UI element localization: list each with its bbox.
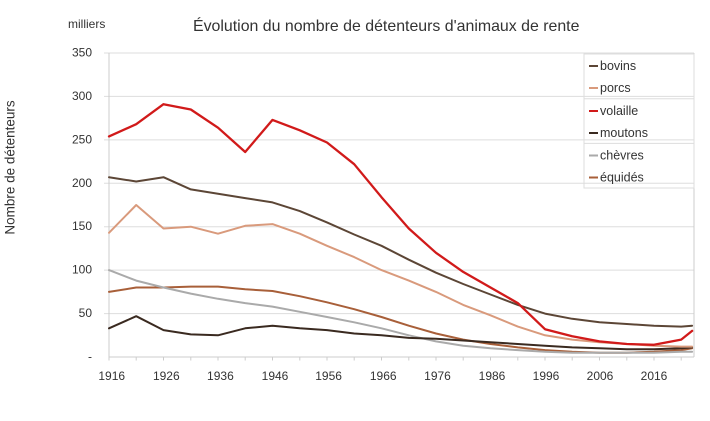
svg-text:1976: 1976 xyxy=(424,369,451,383)
svg-text:350: 350 xyxy=(72,46,92,60)
svg-text:2006: 2006 xyxy=(587,369,614,383)
svg-text:1936: 1936 xyxy=(207,369,234,383)
svg-text:bovins: bovins xyxy=(600,59,636,73)
svg-text:équidés: équidés xyxy=(600,171,644,185)
svg-text:100: 100 xyxy=(72,263,92,277)
svg-text:1926: 1926 xyxy=(153,369,180,383)
svg-text:2016: 2016 xyxy=(641,369,668,383)
svg-text:1916: 1916 xyxy=(98,369,125,383)
svg-text:1986: 1986 xyxy=(479,369,506,383)
svg-text:-: - xyxy=(88,350,92,364)
svg-text:1946: 1946 xyxy=(262,369,289,383)
svg-text:1966: 1966 xyxy=(370,369,397,383)
svg-text:300: 300 xyxy=(72,89,92,103)
svg-text:250: 250 xyxy=(72,132,92,146)
svg-text:1996: 1996 xyxy=(533,369,560,383)
svg-text:chèvres: chèvres xyxy=(600,149,644,163)
svg-text:volaille: volaille xyxy=(600,104,638,118)
svg-text:50: 50 xyxy=(79,306,93,320)
svg-text:200: 200 xyxy=(72,176,92,190)
svg-text:150: 150 xyxy=(72,219,92,233)
svg-text:porcs: porcs xyxy=(600,81,631,95)
svg-text:1956: 1956 xyxy=(315,369,342,383)
svg-text:moutons: moutons xyxy=(600,126,648,140)
